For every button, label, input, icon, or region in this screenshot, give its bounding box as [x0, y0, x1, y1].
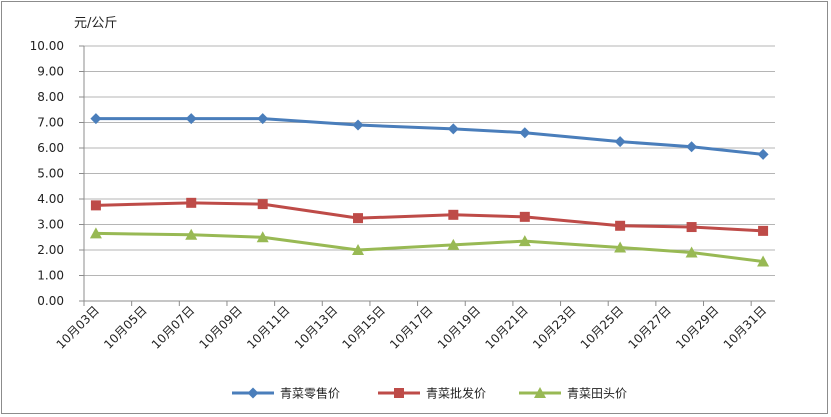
- series-line: [95, 117, 764, 156]
- y-tick-label: 0.00: [37, 294, 64, 308]
- data-point: [518, 235, 531, 247]
- axes: [79, 45, 775, 306]
- x-tick-label: 10月21日: [482, 303, 530, 351]
- y-tick-label: 4.00: [37, 192, 64, 206]
- data-point: [614, 136, 626, 148]
- data-point: [448, 209, 459, 220]
- y-tick-label: 9.00: [37, 65, 64, 79]
- data-point: [352, 244, 365, 255]
- data-point: [353, 213, 364, 224]
- data-point: [686, 141, 698, 153]
- y-tick-label: 5.00: [37, 167, 64, 181]
- data-point: [614, 241, 627, 253]
- y-tick-label: 3.00: [37, 218, 64, 232]
- data-point: [257, 199, 268, 210]
- x-tick-label: 10月13日: [292, 303, 340, 351]
- legend-marker: [534, 387, 546, 398]
- series-2: [90, 197, 769, 236]
- data-point: [257, 113, 269, 125]
- x-tick-label: 10月15日: [339, 303, 387, 351]
- data-point: [256, 231, 269, 243]
- legend-label: 青菜批发价: [426, 386, 486, 401]
- y-tick-label: 6.00: [37, 141, 64, 155]
- data-point: [519, 127, 531, 139]
- y-axis-tick-labels: 0.00 1.00 2.00 3.00 4.00 5.00 6.00 7.00 8.00 9.00…: [30, 39, 64, 308]
- data-point: [90, 113, 102, 125]
- data-point: [519, 211, 530, 222]
- x-tick-label: 10月31日: [721, 303, 769, 351]
- data-point: [686, 222, 697, 233]
- x-axis-tick-labels: 10月03日 10月05日 10月07日 10月09日 10月11日 10月13日 10月1…: [54, 303, 770, 351]
- data-point: [447, 123, 459, 135]
- x-tick-label: 10月29日: [673, 303, 721, 351]
- y-tick-label: 1.00: [37, 269, 64, 283]
- data-point: [186, 197, 197, 208]
- data-point: [757, 255, 770, 267]
- data-point: [757, 148, 769, 160]
- series-3: [89, 227, 770, 267]
- x-tick-label: 10月11日: [244, 303, 292, 351]
- series-1: [90, 113, 769, 160]
- data-point: [758, 225, 769, 236]
- series-layer: [89, 113, 770, 267]
- data-point: [90, 200, 101, 211]
- x-tick-label: 10月19日: [435, 303, 483, 351]
- x-tick-label: 10月27日: [625, 303, 673, 351]
- x-tick-label: 10月23日: [530, 303, 578, 351]
- data-point: [615, 220, 626, 231]
- x-tick-label: 10月09日: [197, 303, 245, 351]
- x-tick-label: 10月17日: [387, 303, 435, 351]
- x-tick-label: 10月03日: [54, 303, 102, 351]
- legend: 青菜零售价 青菜批发价 青菜田头价: [232, 386, 627, 401]
- y-tick-label: 8.00: [37, 90, 64, 104]
- data-point: [185, 113, 197, 125]
- y-tick-label: 10.00: [30, 39, 64, 53]
- y-axis-unit-label: 元/公斤: [74, 16, 117, 31]
- y-tick-label: 2.00: [37, 243, 64, 257]
- data-point: [89, 227, 102, 239]
- legend-marker: [394, 388, 404, 398]
- data-point: [352, 119, 364, 131]
- y-tick-label: 7.00: [37, 116, 64, 130]
- legend-item-1: 青菜零售价: [232, 386, 340, 401]
- legend-marker: [247, 387, 259, 399]
- data-point: [685, 246, 698, 258]
- x-tick-label: 10月25日: [578, 303, 626, 351]
- x-tick-label: 10月05日: [101, 303, 149, 351]
- data-point: [447, 238, 460, 250]
- gridlines: [84, 45, 775, 276]
- legend-item-2: 青菜批发价: [378, 386, 486, 401]
- x-tick-label: 10月07日: [149, 303, 197, 351]
- legend-item-3: 青菜田头价: [519, 387, 627, 401]
- legend-label: 青菜零售价: [280, 386, 340, 401]
- data-point: [185, 228, 198, 240]
- legend-label: 青菜田头价: [567, 387, 627, 401]
